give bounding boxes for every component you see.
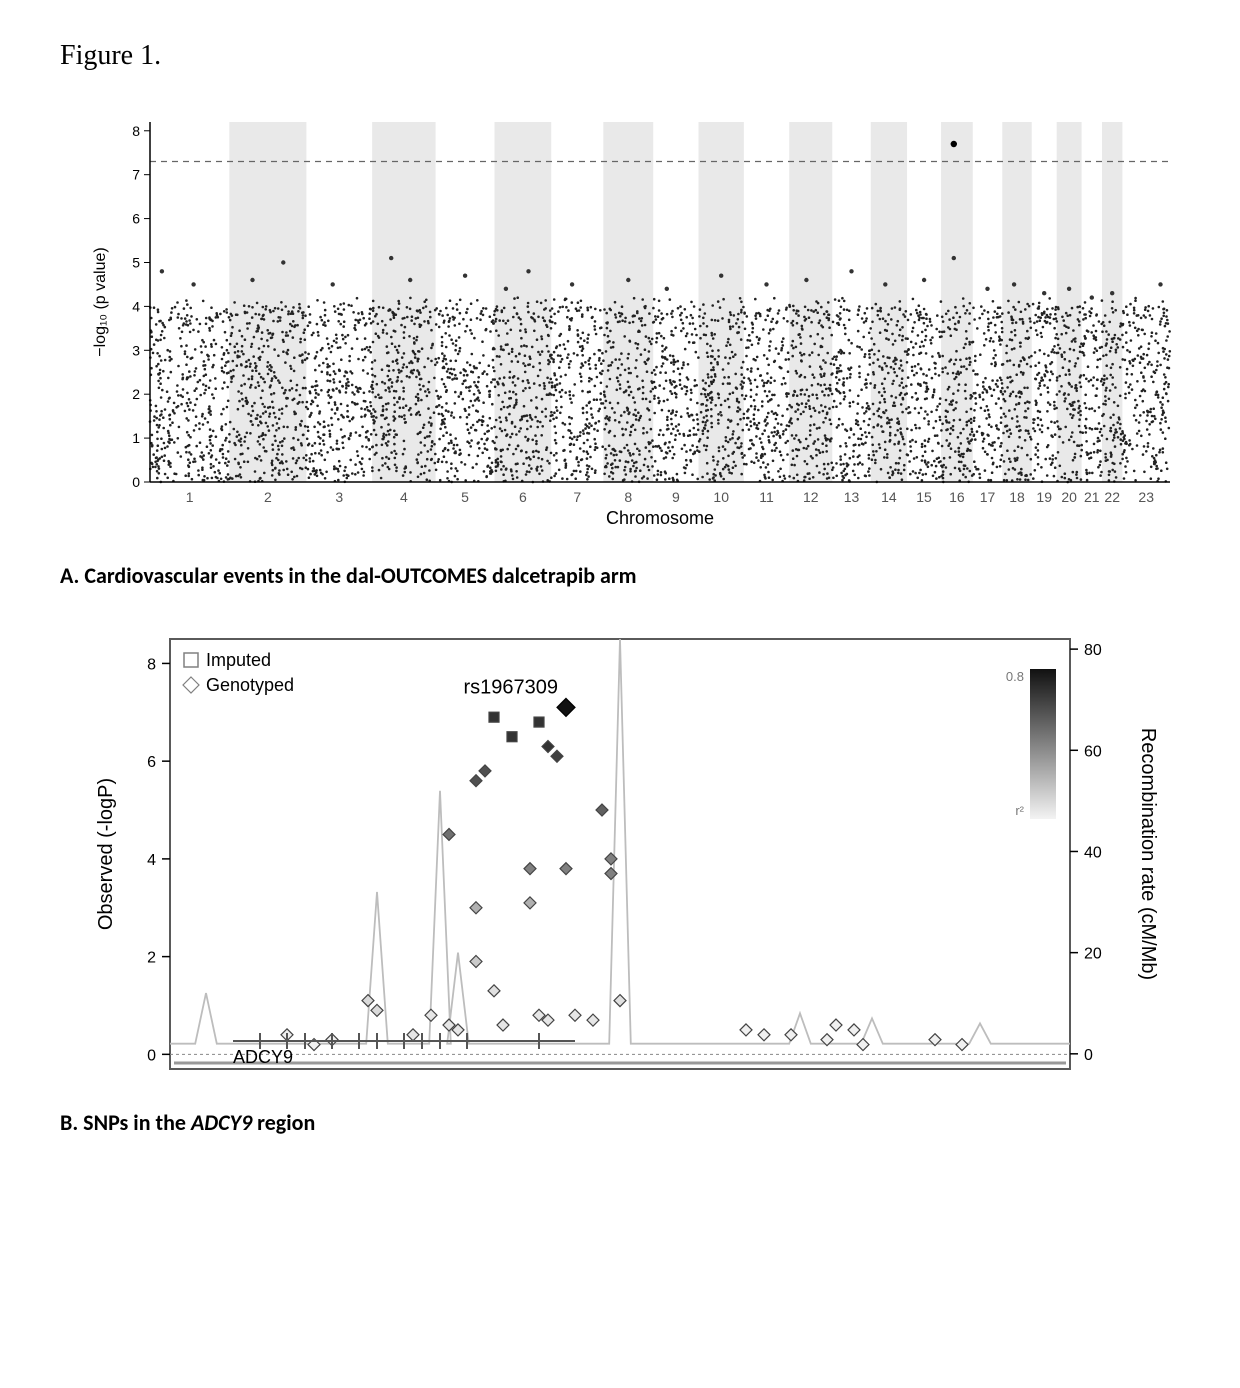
- panel-a-caption: A. Cardiovascular events in the dal-OUTC…: [60, 562, 1180, 589]
- manhattan-chart: 0123456781234567891011121314151617181920…: [80, 112, 1180, 542]
- panel-b-gene: ADCY9: [191, 1109, 252, 1136]
- panel-b-prefix: B. SNPs in the: [60, 1109, 191, 1136]
- panel-b-caption: B. SNPs in the ADCY9 region: [60, 1109, 1180, 1136]
- regional-assoc-chart: rs196730902468020406080Observed (-logP)R…: [80, 619, 1180, 1089]
- panel-b-suffix: region: [257, 1109, 315, 1136]
- figure-label: Figure 1.: [60, 40, 1180, 72]
